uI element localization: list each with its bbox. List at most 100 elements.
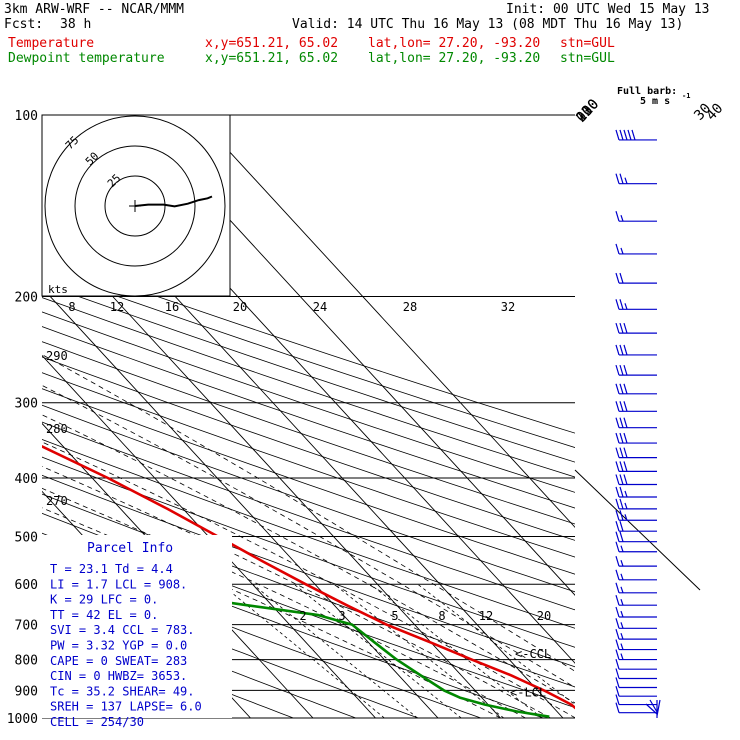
wind-barb-half: [620, 559, 624, 567]
wind-barb-flag: [619, 322, 624, 334]
hodograph-units: kts: [48, 283, 68, 296]
isotherm-line: [42, 218, 501, 718]
temperature-profile: [42, 444, 575, 710]
wind-barb-flag: [615, 694, 620, 705]
hodograph-ring: [44, 115, 226, 297]
dry-adiabat: [42, 438, 575, 629]
mixing-ratio-label: 20: [537, 609, 551, 623]
wind-barb-flag: [615, 702, 620, 713]
hodograph-axis-tick: 28: [403, 300, 417, 314]
wind-barb-flag: [623, 461, 628, 472]
wind-barb-flag: [615, 677, 620, 688]
wind-barb: [615, 447, 657, 459]
mixing-ratio-label: 8: [438, 609, 445, 623]
wind-barb: [615, 582, 657, 594]
wind-barb-flag: [619, 364, 624, 376]
wind-barb-half: [620, 632, 624, 640]
pressure-tick-label: 300: [15, 397, 38, 412]
wind-barb-half: [620, 653, 624, 660]
theta-left-label: 270: [46, 494, 68, 508]
wind-barbs: [615, 129, 661, 718]
isotherm-line: [42, 286, 439, 718]
dry-adiabat: [42, 297, 575, 478]
wind-barb-flag: [623, 129, 628, 141]
hodograph-axis-tick: 24: [313, 300, 327, 314]
wind-barb: [615, 173, 657, 185]
legend-temperature-latlon: lat,lon= 27.20, -93.20: [368, 36, 541, 51]
moist-adiabat: [42, 384, 575, 688]
pressure-tick-label: 800: [15, 654, 38, 669]
wind-barb-flag: [615, 461, 620, 472]
wind-barb: [615, 694, 657, 706]
wind-barb: [615, 432, 657, 444]
parcel-info-row: T = 23.1 Td = 4.4: [50, 562, 173, 576]
wind-barb-flag: [615, 243, 620, 255]
wind-barb-flag: [615, 685, 620, 697]
wind-barb-flag: [619, 486, 624, 498]
parcel-info-row: SREH = 137 LAPSE= 6.0: [50, 700, 202, 714]
wind-barb: [615, 417, 657, 429]
pressure-tick-label: 500: [15, 530, 38, 545]
forecast-label: Fcst:: [4, 17, 44, 32]
wind-barb-flag: [615, 173, 620, 184]
wind-barb-flag: [619, 272, 624, 284]
wind-barb: [615, 569, 657, 581]
wind-barb-flag: [615, 383, 620, 394]
wind-barb-half: [624, 514, 628, 521]
wind-barb-flag: [619, 510, 624, 521]
dry-adiabat: [42, 456, 575, 648]
model-title: 3km ARW-WRF -- NCAR/MMM: [4, 2, 185, 17]
dry-adiabat: [42, 404, 575, 593]
pressure-tick-label: 700: [15, 619, 38, 634]
hodograph-axis-tick: 20: [233, 300, 247, 314]
wind-barb: [615, 461, 657, 473]
wind-barb-flag: [615, 401, 620, 412]
wind-barb: [615, 498, 657, 510]
wind-barb-half: [620, 214, 624, 222]
wind-barb-flag: [631, 129, 636, 141]
wind-barb-flag: [615, 628, 620, 640]
pressure-tick-label: 200: [15, 291, 38, 306]
wind-barb-flag: [619, 521, 624, 532]
dry-adiabat: [42, 269, 575, 448]
wind-barb: [615, 272, 657, 284]
wind-barb-half: [620, 622, 624, 629]
pressure-tick-label: 100: [15, 109, 38, 124]
isotherm-line: [42, 354, 376, 718]
init-time: Init: 00 UTC Wed 15 May 13: [506, 2, 710, 17]
wind-barb: [615, 243, 657, 255]
wind-barb-flag: [623, 344, 628, 356]
wind-barb-flag: [615, 531, 620, 542]
dry-adiabat: [42, 474, 575, 668]
wind-barb-half: [624, 490, 628, 498]
frame-diagonal: [574, 469, 701, 591]
dry-adiabat: [42, 388, 575, 575]
parcel-info-row: Tc = 35.2 SHEAR= 49.: [50, 684, 195, 698]
wind-barb-flag: [619, 299, 624, 310]
wind-barb-flag: [619, 383, 624, 394]
parcel-info-panel: [42, 535, 232, 718]
parcel-info-row: CAPE = 0 SWEAT= 283: [50, 654, 187, 668]
wind-barb-flag: [619, 447, 624, 458]
wind-barb-flag: [623, 447, 628, 458]
hodograph-trace: [134, 195, 213, 208]
wind-barb: [615, 649, 657, 661]
wind-barb: [615, 618, 657, 629]
parcel-info-rows: T = 23.1 Td = 4.4LI = 1.7 LCL = 908. K = …: [50, 562, 202, 729]
isotherm-label: 40: [703, 100, 726, 123]
wind-barb-flag: [615, 211, 620, 222]
wind-barb: [615, 322, 657, 334]
wind-barb-flag: [615, 649, 620, 660]
parcel-info-row: LI = 1.7 LCL = 908.: [50, 577, 187, 591]
legend-dewpoint-latlon: lat,lon= 27.20, -93.20: [368, 51, 541, 66]
wind-barb: [615, 299, 657, 310]
wind-barb-flag: [615, 668, 620, 679]
wind-barb-flag: [615, 344, 620, 356]
lcl-annotation: <-LCL: [510, 686, 546, 700]
wind-barb-flag: [615, 555, 620, 567]
wind-barb-half: [620, 545, 624, 552]
barb-legend-title: Full barb:: [617, 86, 677, 97]
dry-adiabat: [42, 341, 575, 525]
dry-adiabat: [42, 421, 575, 611]
